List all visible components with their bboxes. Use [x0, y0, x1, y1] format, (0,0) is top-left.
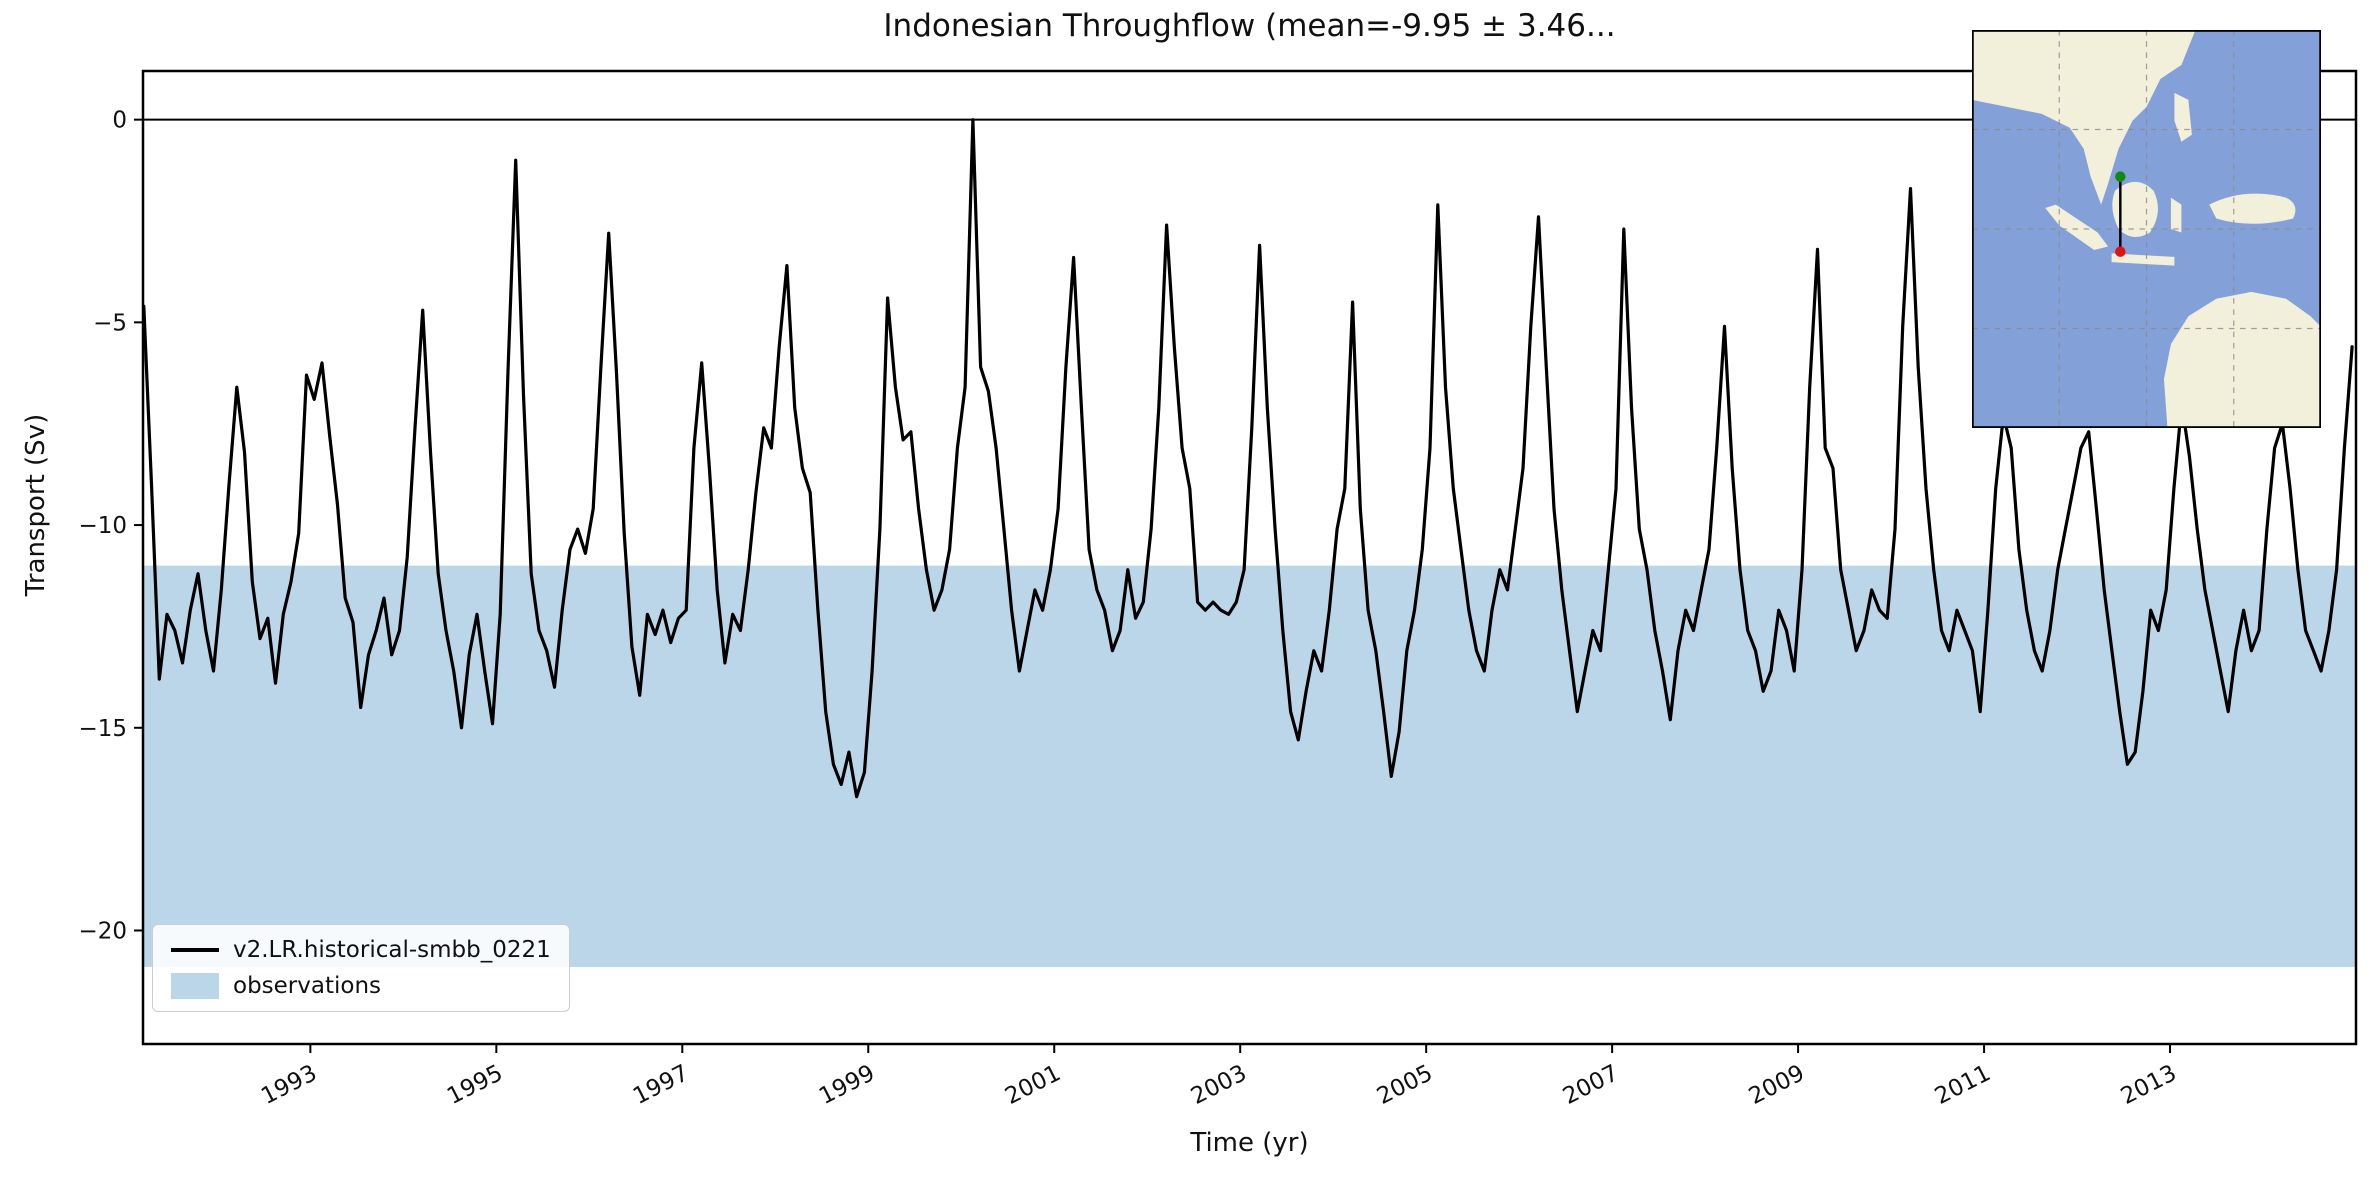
legend-item-model: v2.LR.historical-smbb_0221 [171, 937, 551, 963]
legend: v2.LR.historical-smbb_0221 observations [152, 924, 570, 1012]
sulawesi [2170, 197, 2182, 233]
series-line [143, 118, 2354, 799]
chart-title: Indonesian Throughflow (mean=-9.95 ± 3.4… [883, 8, 1616, 44]
transect-start-marker [2115, 171, 2126, 182]
x-tick-label: 2007 [1559, 1060, 1623, 1110]
model-line-swatch [171, 948, 219, 952]
x-tick-label: 2013 [2117, 1060, 2181, 1110]
x-tick-label: 2003 [1187, 1060, 1251, 1110]
inset-map-canvas [1970, 28, 2323, 430]
legend-label-observations: observations [233, 973, 382, 999]
y-tick-label: −20 [78, 918, 127, 944]
y-tick-label: 0 [112, 108, 127, 134]
x-tick-label: 2009 [1745, 1060, 1809, 1110]
legend-item-observations: observations [171, 973, 551, 999]
asia-mainland [1972, 30, 2196, 205]
x-tick-label: 2001 [1001, 1060, 1065, 1110]
x-tick-label: 1999 [815, 1060, 879, 1110]
new-guinea [2209, 193, 2296, 224]
sumatra [2045, 204, 2109, 250]
inset-region-map [1970, 28, 2323, 430]
observations-patch-swatch [171, 973, 219, 999]
x-tick-label: 1993 [257, 1060, 321, 1110]
x-tick-label: 1997 [629, 1060, 693, 1110]
x-tick-label: 1995 [443, 1060, 507, 1110]
y-tick-label: −10 [78, 513, 127, 539]
x-tick-label: 2005 [1373, 1060, 1437, 1110]
legend-label-model: v2.LR.historical-smbb_0221 [233, 937, 551, 963]
y-tick-label: −15 [78, 716, 127, 742]
java [2111, 253, 2175, 266]
x-axis-label: Time (yr) [1190, 1128, 1309, 1158]
x-tick-label: 2011 [1931, 1060, 1995, 1110]
y-axis-label: Transport (Sv) [21, 413, 51, 597]
australia [2163, 291, 2321, 428]
transect-end-marker [2115, 246, 2126, 257]
axes-frame [141, 69, 2358, 1046]
y-tick-label: −5 [93, 310, 127, 336]
